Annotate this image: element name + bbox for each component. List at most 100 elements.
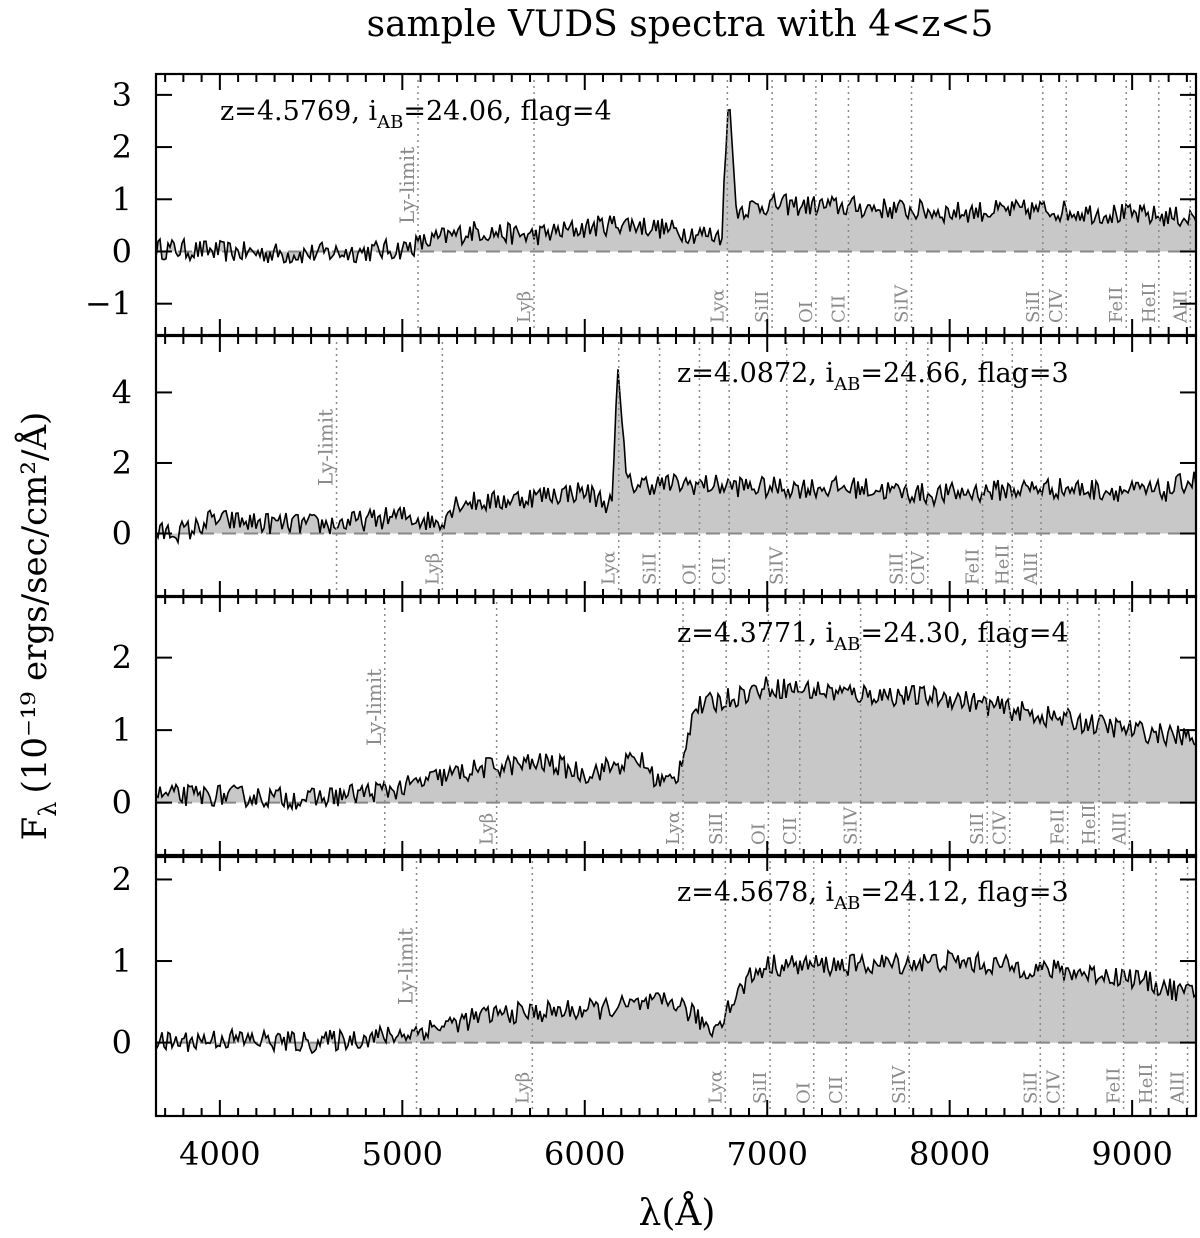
panel-annotation: z=4.5678, iAB=24.12, flag=3 [677,877,1069,914]
line-marker-label: FeII [1106,287,1127,323]
spectrum-line [156,676,1196,812]
line-marker-label: CIV [908,550,929,585]
redshift-text: z=4.3771, [677,618,826,649]
line-marker-label: Lyα [663,811,684,845]
y-axis-label: Fλ (10⁻¹⁹ ergs/sec/cm²/Å) [14,412,62,841]
line-marker-label: SiII [887,553,908,585]
line-marker-label: Lyβ [512,1072,533,1104]
line-marker-label: HeII [1136,1063,1157,1104]
x-tick-label: 9000 [1091,1135,1172,1173]
flag-text: flag=3 [977,877,1068,908]
line-marker-label: Lyα [599,551,620,585]
line-marker-label: HeII [1139,282,1160,323]
y-tick-label: 0 [112,515,132,553]
x-tick-label: 4000 [179,1135,260,1173]
line-marker-label: CIV [1046,288,1067,323]
line-marker-label: OI [794,1082,815,1104]
y-axis-symbol: F [15,817,55,841]
y-tick-label: 2 [112,128,132,166]
x-tick-label: 6000 [544,1135,625,1173]
redshift-text: z=4.5769, [220,96,369,127]
mag-label: i [826,877,835,908]
y-tick-label: 0 [112,784,132,822]
mag-label: i [826,618,835,649]
line-marker-label: SiIV [767,546,788,585]
spectrum-fill [156,369,1196,543]
line-marker-label: HeII [992,544,1013,585]
y-axis-units: (10⁻¹⁹ ergs/sec/cm²/Å) [14,412,55,794]
panel-annotation: z=4.0872, iAB=24.66, flag=3 [677,358,1069,395]
line-marker-label: SiII [750,1072,771,1104]
spectrum-line [156,369,1196,546]
line-marker-label: Lyα [705,1070,726,1104]
line-marker-label: Lyβ [477,813,498,845]
flag-text: flag=4 [520,96,611,127]
line-marker-label: SiII [967,813,988,845]
line-marker-label: OI [680,563,701,585]
mag-label: i [369,96,378,127]
redshift-text: z=4.5678, [677,877,826,908]
y-tick-label: 3 [112,76,132,114]
line-marker-label: CII [709,557,730,585]
line-marker-label: HeII [1079,804,1100,845]
line-marker-label: AlII [1168,1071,1189,1105]
mag-value: =24.12, [860,877,977,908]
spectrum-fill [156,950,1196,1053]
line-marker-label: Lyα [707,289,728,323]
line-marker-label: Lyβ [514,291,535,323]
mag-subscript: AB [833,893,860,914]
y-tick-label: 0 [112,1024,132,1062]
y-tick-label: 4 [112,373,132,411]
flag-text: flag=4 [977,618,1068,649]
line-marker-label: FeII [963,549,984,585]
line-marker-label: AlII [1170,290,1191,324]
line-marker-label: SiIV [889,1065,910,1104]
x-tick-label: 7000 [727,1135,808,1173]
line-marker-label: CII [826,1076,847,1104]
line-marker-label: SiII [640,553,661,585]
spectrum-line [156,949,1196,1055]
y-axis-subscript: λ [34,802,62,817]
y-tick-label: 2 [112,444,132,482]
y-tick-label: 0 [112,232,132,270]
x-tick-label: 8000 [909,1135,990,1173]
spectrum-line [156,108,1196,265]
y-tick-label: 2 [112,639,132,677]
x-tick-labels: 4000 5000 6000 7000 8000 9000 [179,1135,1173,1173]
line-marker-label: SiII [1023,291,1044,323]
mag-subscript: AB [833,374,860,395]
spectrum-fill [156,109,1196,264]
flag-text: flag=3 [977,358,1068,389]
line-marker-label: AlII [1021,552,1042,586]
line-marker-label: SiIV [841,806,862,845]
y-tick-label: 1 [112,180,132,218]
x-tick-label: 5000 [362,1135,443,1173]
line-marker-label: Lyβ [422,553,443,585]
line-marker-label: AlII [1109,812,1130,846]
line-marker-label: CII [780,817,801,845]
line-marker-label: Ly-limit [394,928,418,1005]
mag-subscript: AB [376,112,403,133]
line-marker-label: OI [796,301,817,323]
y-tick-label: 2 [112,860,132,898]
line-marker-label: CIV [1044,1069,1065,1104]
spectrum-fill [156,676,1196,810]
x-axis-label: λ(Å) [639,1192,716,1234]
panel-annotation: z=4.5769, iAB=24.06, flag=4 [220,96,612,133]
mag-value: =24.06, [403,96,520,127]
line-marker-label: SiII [706,813,727,845]
chart-title: sample VUDS spectra with 4<z<5 [367,4,994,45]
mag-label: i [826,358,835,389]
line-marker-label: FeII [1104,1068,1125,1104]
line-marker-label: SiIV [892,284,913,323]
y-tick-label: −1 [85,285,132,323]
line-marker-label: SiII [1020,1072,1041,1104]
line-marker-label: FeII [1048,809,1069,845]
line-marker-label: CII [829,295,850,323]
y-tick-label: 1 [112,942,132,980]
